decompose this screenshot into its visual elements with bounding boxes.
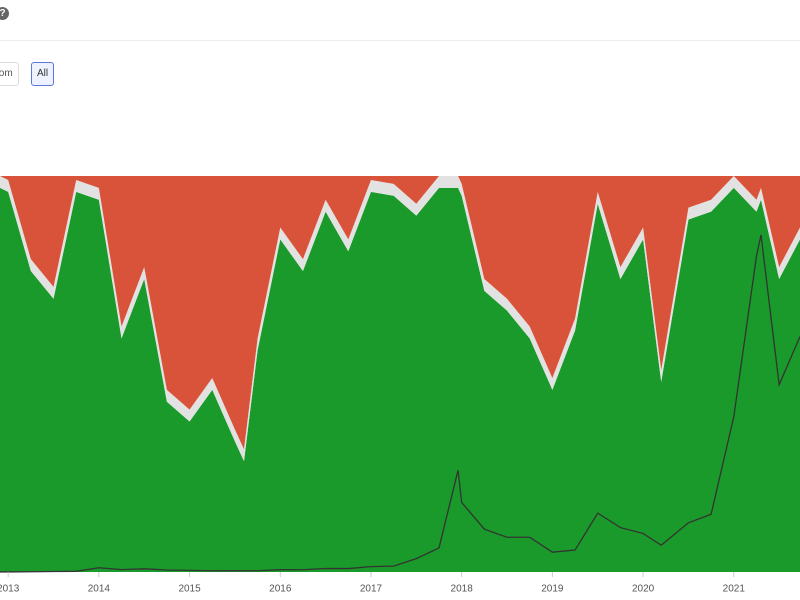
x-tick-label: 2015	[178, 584, 201, 595]
range-button[interactable]: All	[31, 62, 55, 86]
x-tick-label: 2019	[541, 584, 564, 595]
range-button[interactable]: tom	[0, 62, 19, 86]
divider	[0, 40, 800, 41]
x-tick-label: 2016	[269, 584, 292, 595]
x-tick-label: 2013	[0, 584, 20, 595]
area	[0, 187, 800, 572]
area	[0, 176, 800, 450]
x-tick-label: 2021	[723, 584, 746, 595]
x-tick-label: 2020	[632, 584, 655, 595]
price-line	[0, 234, 800, 573]
x-tick-label: 2017	[360, 584, 383, 595]
help-icon[interactable]: ?	[0, 7, 9, 20]
x-tick-label: 2014	[88, 584, 111, 595]
x-tick-label: 2018	[451, 584, 474, 595]
